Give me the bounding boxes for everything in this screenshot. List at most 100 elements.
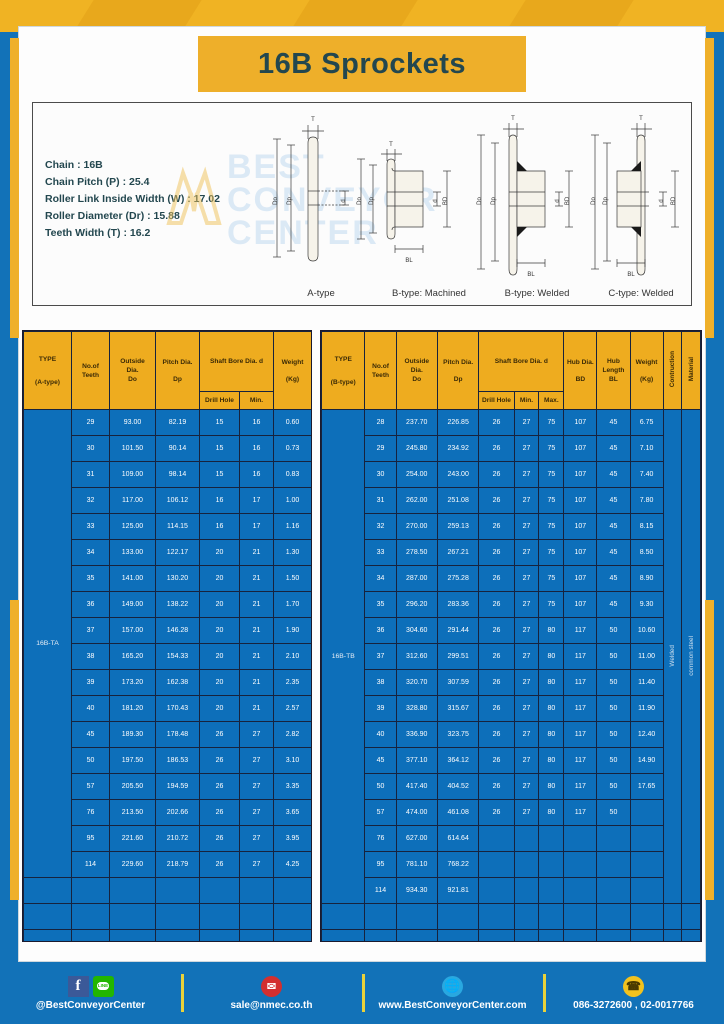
table-cell: 141.00 [109,565,156,592]
table-cell: 336.90 [395,721,438,748]
table-cell: 15 [199,435,240,462]
table-cell: 29 [364,435,397,462]
phone-icon[interactable]: ☎ [623,975,644,997]
table-cell: 45 [71,721,110,748]
table-cell [23,903,72,930]
table-cell: 27 [513,721,540,748]
table-cell: 75 [538,435,565,462]
table-cell: 31 [364,487,397,514]
table-cell: 45 [364,747,397,774]
footer-website[interactable]: 🌐 www.BestConveyorCenter.com [362,962,543,1024]
svg-text:T: T [511,116,515,122]
line-icon[interactable]: LINE [92,975,114,997]
sprocket-diagrams: T Do Dp d [273,116,679,278]
table-cell: 20 [199,643,240,670]
table-cell: 117 [563,617,598,644]
table-cell: 0.73 [273,435,311,462]
globe-icon[interactable]: 🌐 [442,975,463,997]
table-cell: 90.14 [155,435,200,462]
table-cell [321,903,366,930]
footer-social[interactable]: f LINE @BestConveyorCenter [0,962,181,1024]
table-cell [513,903,540,930]
table-cell: 50 [596,617,631,644]
diagram-b-type-machined: T Do Dp d [357,142,451,264]
table-cell: 21 [239,539,274,566]
table-cell: 173.20 [109,669,156,696]
a-type-table-wrapper: TYPE (A-type) No.of Teeth Outside Dia. D… [22,330,312,942]
table-cell: 26 [478,435,515,462]
construction-value-cell: Welded [662,409,683,904]
table-row: 36 304.60 291.44 26 27 80 117 50 10.60 [322,617,701,644]
footer-email[interactable]: ✉ sale@nmec.co.th [181,962,362,1024]
table-cell [563,929,598,941]
table-cell: 80 [538,643,565,670]
table-cell: 26 [478,565,515,592]
table-cell: 291.44 [436,617,480,644]
table-cell: 117 [563,643,598,670]
table-cell [629,903,664,930]
table-cell: 921.81 [436,877,480,904]
table-cell [629,929,664,941]
table-row: 50 417.40 404.52 26 27 80 117 50 17.65 [322,773,701,800]
mail-icon[interactable]: ✉ [261,975,282,997]
table-cell [199,877,240,904]
lth-pitch-dia: Pitch Dia. Dp [155,331,200,410]
table-cell: 8.15 [629,513,664,540]
table-cell: 26 [478,747,515,774]
table-cell: 11.00 [629,643,664,670]
table-cell: 26 [478,721,515,748]
footer-phone[interactable]: ☎ 086-3272600 , 02-0017766 [543,962,724,1024]
table-cell [681,929,701,941]
table-cell: 6.75 [629,409,664,436]
svg-text:Do: Do [477,197,483,205]
table-cell: 27 [513,773,540,800]
table-cell: 27 [239,747,274,774]
table-cell [273,877,311,904]
table-row: 35 296.20 283.36 26 27 75 107 45 9.30 [322,591,701,618]
table-cell [681,903,701,930]
table-cell: 75 [538,539,565,566]
table-cell: 15 [199,461,240,488]
table-cell [395,903,438,930]
svg-text:T: T [311,117,315,123]
table-row: 40 181.20 170.43 20 21 2.57 [24,695,311,722]
table-cell: 138.22 [155,591,200,618]
table-cell: 21 [239,565,274,592]
table-cell: 320.70 [395,669,438,696]
table-cell [629,799,664,826]
table-cell: 27 [239,799,274,826]
table-cell [478,851,515,878]
table-cell: 315.67 [436,695,480,722]
table-cell: 40 [364,721,397,748]
table-cell: 75 [538,461,565,488]
table-row: 37 312.60 299.51 26 27 80 117 50 11.00 [322,643,701,670]
table-cell [199,903,240,930]
table-cell: 170.43 [155,695,200,722]
table-cell [155,929,200,941]
table-cell: 45 [596,461,631,488]
table-cell: 226.85 [436,409,480,436]
table-cell: 26 [199,747,240,774]
type-label-cell: 16B-TA [23,409,72,878]
b-type-table-wrapper: TYPE (B-type) No.of Teeth Outside Dia. D… [320,330,702,942]
svg-text:Dp: Dp [603,197,609,205]
footer-phone-label: 086-3272600 , 02-0017766 [573,999,694,1011]
table-cell: 781.10 [395,851,438,878]
table-cell: 417.40 [395,773,438,800]
table-cell: 8.50 [629,539,664,566]
lth-bore-group: Shaft Bore Dia. d [199,331,274,392]
table-cell: 26 [478,617,515,644]
lth-min: Min. [239,391,274,410]
table-cell: 270.00 [395,513,438,540]
table-row: 32 270.00 259.13 26 27 75 107 45 8.15 [322,513,701,540]
table-cell: 26 [478,695,515,722]
table-cell [364,929,397,941]
facebook-icon[interactable]: f [67,975,89,997]
table-cell: 133.00 [109,539,156,566]
table-row: 114 934.30 921.81 [322,877,701,904]
table-cell: 106.12 [155,487,200,514]
table-cell: 15 [199,409,240,436]
table-row: 45 377.10 364.12 26 27 80 117 50 14.90 [322,747,701,774]
table-cell [596,851,631,878]
diagram-b-type-welded: T Do Dp d [477,116,573,278]
